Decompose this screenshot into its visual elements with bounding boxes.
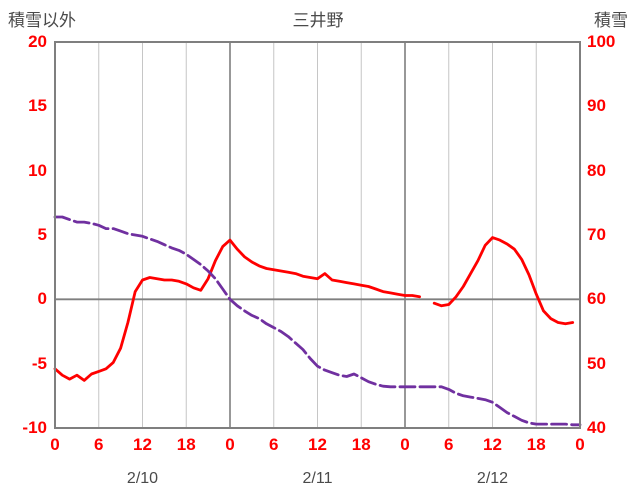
left-axis-tick-label: 10 <box>28 160 47 180</box>
x-axis-tick-label: 12 <box>133 435 152 454</box>
left-axis-title: 積雪以外 <box>8 11 76 30</box>
chart-title: 三井野 <box>292 11 344 30</box>
left-axis-tick-label: 5 <box>37 225 47 244</box>
right-axis-tick-label: 50 <box>587 353 606 373</box>
x-axis-tick-label: 0 <box>50 435 60 454</box>
right-axis-tick-label: 80 <box>587 160 606 180</box>
right-axis-title: 積雪 <box>594 11 628 30</box>
snow-depth-series-line <box>53 215 582 427</box>
x-axis-tick-label: 6 <box>444 435 454 454</box>
right-axis-tick-label: 70 <box>587 225 606 244</box>
x-axis-date-label: 2/11 <box>302 470 333 487</box>
x-axis-tick-label: 6 <box>94 435 104 454</box>
x-axis-tick-label: 12 <box>483 435 502 454</box>
x-axis-date-label: 2/12 <box>476 470 509 487</box>
right-axis-tick-label: 90 <box>587 96 606 116</box>
right-axis-tick-label: 100 <box>587 32 616 51</box>
right-axis-tick-label: 40 <box>587 418 606 437</box>
left-axis-tick-label: 20 <box>28 32 47 51</box>
x-axis-tick-label: 12 <box>308 435 327 454</box>
non-snow-series-line <box>53 238 422 382</box>
x-axis-tick-label: 6 <box>269 435 279 454</box>
left-axis-tick-label: 15 <box>28 96 47 116</box>
left-axis-tick-label: -5 <box>31 353 47 373</box>
left-axis-tick-label: 0 <box>37 289 47 309</box>
x-axis-tick-label: 0 <box>400 435 410 454</box>
x-axis-tick-label: 18 <box>526 435 546 454</box>
x-axis-tick-label: 18 <box>351 435 371 454</box>
non-snow-series-line <box>432 236 575 326</box>
x-axis-tick-label: 0 <box>225 435 235 454</box>
x-axis-tick-label: 18 <box>176 435 196 454</box>
right-axis-tick-label: 60 <box>587 289 606 309</box>
left-axis-tick-label: -10 <box>22 418 47 437</box>
x-axis-tick-label: 0 <box>575 435 585 454</box>
x-axis-date-label: 2/10 <box>126 470 159 487</box>
plot-border <box>54 41 581 429</box>
